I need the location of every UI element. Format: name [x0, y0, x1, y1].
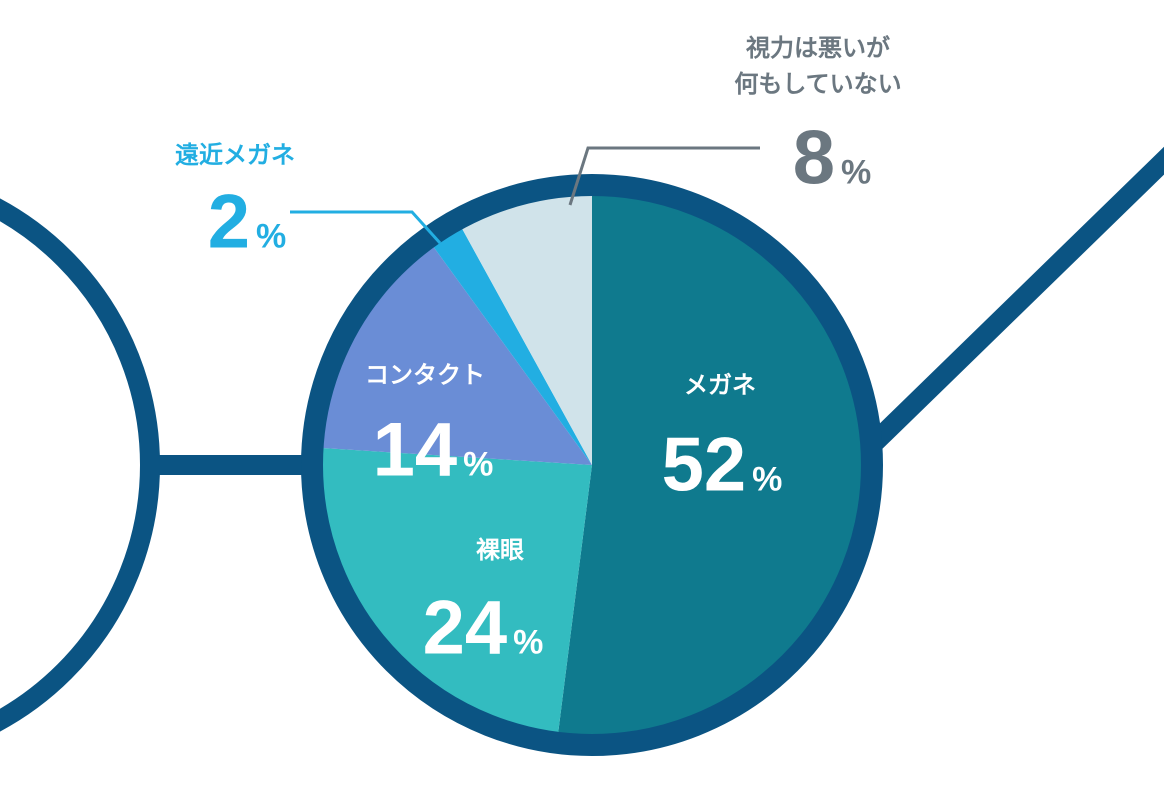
- leader-line: [568, 146, 760, 206]
- right-lens-rim: [301, 174, 883, 756]
- value-label: 52%: [661, 422, 783, 508]
- pie-slice: [460, 193, 592, 465]
- temple: [865, 146, 1164, 453]
- value-label: 24%: [422, 585, 544, 671]
- pie-slice: [432, 226, 592, 465]
- slice-label: コンタクト: [365, 361, 485, 389]
- slice-label: 視力は悪いが 何もしていない: [734, 34, 902, 98]
- pie-slice: [320, 244, 592, 465]
- leader-line: [290, 210, 442, 245]
- slice-label: メガネ: [684, 371, 756, 399]
- left-lens: [0, 198, 160, 732]
- value-label: 2%: [207, 179, 287, 265]
- pie-slice: [557, 193, 864, 737]
- pie-slice: [320, 447, 592, 735]
- pie: [320, 193, 864, 737]
- slice-label: 裸眼: [476, 536, 524, 564]
- value-label: 8%: [792, 115, 872, 201]
- slice-label: 遠近メガネ: [175, 141, 295, 169]
- value-label: 14%: [372, 407, 494, 493]
